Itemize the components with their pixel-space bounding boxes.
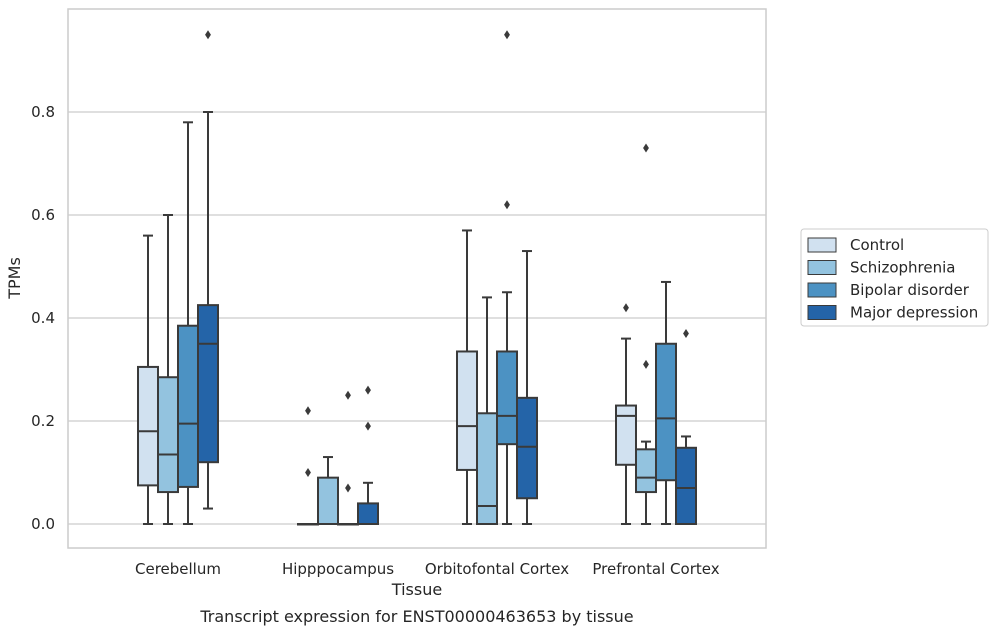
box-iqr [516,396,538,500]
x-tick-label: Hipppocampus [282,560,394,578]
box-schizophrenia [476,296,498,525]
box-iqr [655,342,677,482]
box-iqr [157,376,179,494]
chart-caption: Transcript expression for ENST0000046365… [199,607,633,626]
box-iqr [456,350,478,471]
box-iqr [357,502,379,525]
outlier-point [683,328,689,338]
box-iqr [635,448,657,494]
box-control [137,234,159,525]
outlier-point [305,406,311,416]
box-iqr [615,404,637,466]
outlier-point [623,303,629,313]
outlier-point [504,200,510,210]
x-tick-labels: Cerebellum Hipppocampus Orbitofontal Corte… [135,560,720,578]
y-tick-labels: 0.0 0.2 0.4 0.6 0.8 [31,103,55,533]
y-tick-label: 0.8 [31,103,55,121]
box-control [297,406,319,526]
outlier-point [365,421,371,431]
box-iqr [137,365,159,487]
legend-label: Major depression [850,304,978,322]
outlier-point [345,390,351,400]
outlier-point [205,30,211,40]
legend-swatch [807,237,837,253]
box-schizophrenia [635,143,657,525]
x-tick-label: Prefrontal Cortex [592,560,719,578]
box-groups [137,30,697,526]
box-iqr [197,304,219,464]
box-bipolar-disorder [496,30,518,525]
outlier-point [305,468,311,477]
y-tick-label: 0.2 [31,412,55,430]
box-major-depression [516,250,538,525]
legend-label: Control [850,236,904,254]
box-iqr [317,476,339,525]
legend-label: Schizophrenia [850,259,955,277]
y-tick-label: 0.6 [31,206,55,224]
outlier-point [365,385,371,395]
box-major-depression [197,30,219,510]
x-tick-label: Cerebellum [135,560,221,578]
outlier-point [643,143,649,153]
legend-swatch [807,282,837,298]
box-major-depression [357,385,379,525]
box-control [456,229,478,525]
box-schizophrenia [317,456,339,525]
legend-swatch [807,305,837,320]
outlier-point [504,30,510,40]
x-axis-label: Tissue [391,580,442,599]
y-axis-label: TPMs [5,257,24,300]
plot-frame [67,8,767,549]
box-iqr [177,324,199,488]
legend-frame [800,228,989,327]
box-iqr [675,446,697,525]
box-control [615,303,637,525]
x-tick-label: Orbitofontal Cortex [425,560,569,578]
outlier-point [345,483,351,493]
legend-swatch [807,260,837,275]
box-iqr [476,412,498,525]
outlier-point [643,359,649,369]
box-major-depression [675,328,697,525]
legend-label: Bipolar disorder [850,281,970,299]
y-tick-label: 0.4 [31,309,55,327]
y-tick-label: 0.0 [31,515,55,533]
box-bipolar-disorder [655,280,677,525]
box-iqr [496,350,518,446]
legend: Control Schizophrenia Bipolar disorder Majo… [800,228,989,327]
